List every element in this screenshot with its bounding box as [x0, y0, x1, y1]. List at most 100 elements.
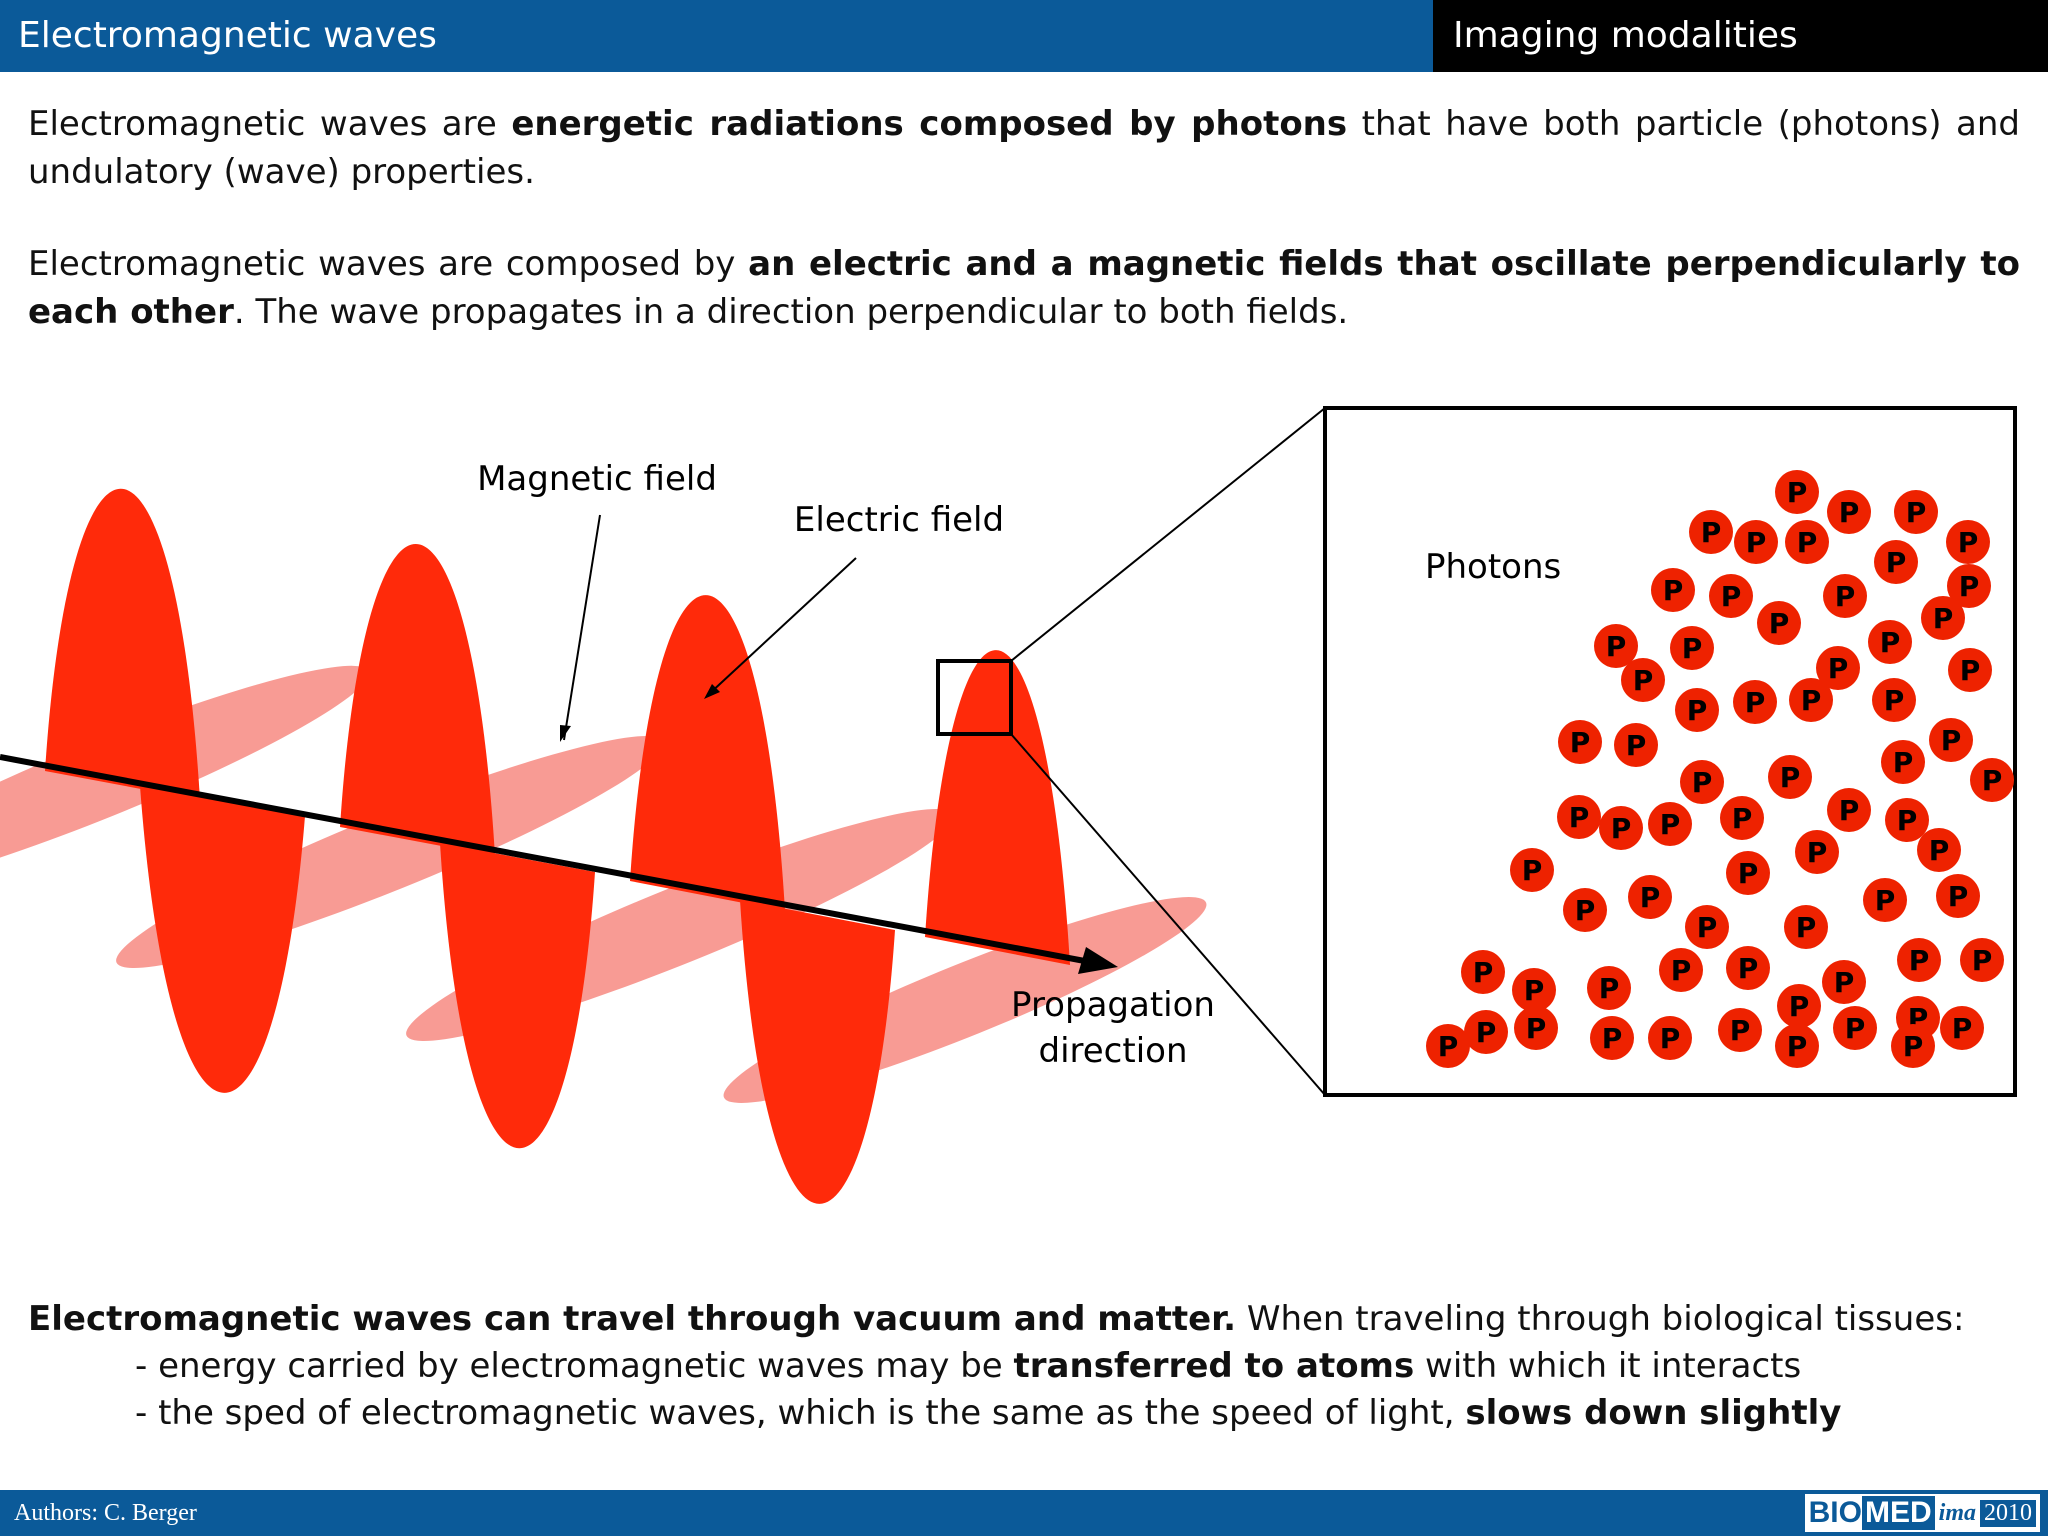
photon-letter: P — [1906, 496, 1927, 529]
photon-letter: P — [1692, 766, 1713, 799]
photon-dot — [1599, 806, 1643, 850]
photon-letter: P — [1845, 1012, 1866, 1045]
bullet-text: - energy carried by electromagnetic wave… — [135, 1346, 1014, 1386]
photon: P — [1464, 1010, 1508, 1054]
photon: P — [1557, 795, 1601, 839]
photon-letter: P — [1801, 684, 1822, 717]
photon: P — [1599, 806, 1643, 850]
logo-ima: ima — [1938, 1499, 1976, 1526]
photon-letter: P — [1796, 911, 1817, 944]
photon-dot — [1894, 490, 1938, 534]
photon-dot — [1587, 966, 1631, 1010]
photon: P — [1936, 874, 1980, 918]
photon-letter: P — [1769, 607, 1790, 640]
photon-dot — [1648, 1016, 1692, 1060]
photon-dot — [1659, 948, 1703, 992]
photon-dot — [1823, 574, 1867, 618]
photon-dot — [1921, 596, 1965, 640]
photon-dot — [1558, 720, 1602, 764]
photon-dot — [1426, 1024, 1470, 1068]
photon-dot — [1670, 626, 1714, 670]
photon: P — [1897, 938, 1941, 982]
photon: P — [1816, 646, 1860, 690]
photon-letter: P — [1611, 812, 1632, 845]
photon: P — [1784, 905, 1828, 949]
photon-dot — [1685, 905, 1729, 949]
bullet-emphasis: transferred to atoms — [1013, 1346, 1415, 1386]
intro-emphasis: energetic radiations composed by photons — [511, 104, 1348, 144]
photon-letter: P — [1835, 580, 1856, 613]
photon: P — [1685, 905, 1729, 949]
photon-letter: P — [1893, 746, 1914, 779]
photon-letter: P — [1732, 802, 1753, 835]
photon-letter: P — [1903, 1030, 1924, 1063]
photon-dot — [1768, 755, 1812, 799]
electric-field-wave — [45, 488, 1070, 1204]
photon-dot — [1868, 620, 1912, 664]
footer-authors: Authors: C. Berger — [14, 1500, 197, 1526]
bottom-summary: Electromagnetic waves can travel through… — [28, 1295, 1964, 1343]
photon: P — [1461, 950, 1505, 994]
intro-text: . The wave propagates in a direction per… — [233, 292, 1349, 332]
propagation-arrowhead — [1078, 947, 1118, 974]
photon-dot — [1789, 678, 1833, 722]
bullet-text: - the sped of electromagnetic waves, whi… — [135, 1393, 1466, 1433]
section-title: Imaging modalities — [1453, 15, 1798, 56]
photon-letter: P — [1738, 952, 1759, 985]
photon-dot — [1757, 601, 1801, 645]
photon-dot — [1777, 984, 1821, 1028]
photon-letter: P — [1738, 857, 1759, 890]
em-wave-diagram: Magnetic field Electric field Propagatio… — [0, 406, 2017, 1204]
logo-year: 2010 — [1980, 1499, 2036, 1527]
photon-dot — [1689, 510, 1733, 554]
photon-letter: P — [1909, 944, 1930, 977]
photon-letter: P — [1880, 626, 1901, 659]
photon: P — [1917, 828, 1961, 872]
photon-letter: P — [1787, 1030, 1808, 1063]
photon: P — [1670, 626, 1714, 670]
photon-letter: P — [1570, 726, 1591, 759]
photon-dot — [1885, 798, 1929, 842]
photon-letter: P — [1721, 580, 1742, 613]
photon-letter: P — [1834, 966, 1855, 999]
photon-letter: P — [1972, 944, 1993, 977]
photon-dot — [1784, 905, 1828, 949]
photon-dot — [1557, 795, 1601, 839]
photon-dot — [1590, 1016, 1634, 1060]
propagation-axis — [0, 754, 1091, 965]
slide-title: Electromagnetic waves — [18, 15, 437, 56]
photon-letter: P — [1789, 990, 1810, 1023]
photon: P — [1947, 564, 1991, 608]
photon-dot — [1512, 968, 1556, 1012]
magnetic-pointer-head — [560, 725, 571, 742]
photon: P — [1718, 1008, 1762, 1052]
bullet-energy-transfer: - energy carried by electromagnetic wave… — [135, 1342, 1801, 1390]
photon-dot — [1514, 1006, 1558, 1050]
zoom-connector-top — [1010, 407, 1326, 662]
photon-dot — [1709, 574, 1753, 618]
magnetic-pointer — [563, 514, 601, 741]
photon: P — [1512, 968, 1556, 1012]
photon: P — [1594, 624, 1638, 668]
photon-letter: P — [1606, 630, 1627, 663]
propagation-label-line1: Propagation — [1011, 985, 1215, 1025]
photon: P — [1563, 888, 1607, 932]
photon-letter: P — [1697, 911, 1718, 944]
magnetic-field-label: Magnetic field — [477, 459, 717, 499]
biomed-logo: BIO MED ima 2010 — [1804, 1494, 2040, 1532]
photon-letter: P — [1787, 476, 1808, 509]
photon: P — [1659, 948, 1703, 992]
photon-letter: P — [1524, 974, 1545, 1007]
electric-field-label: Electric field — [794, 500, 1004, 540]
photon-dot — [1960, 938, 2004, 982]
photon-letter: P — [1745, 686, 1766, 719]
photon-letter: P — [1660, 1022, 1681, 1055]
photon: P — [1785, 520, 1829, 564]
photon-letter: P — [1948, 880, 1969, 913]
photon-dot — [1675, 688, 1719, 732]
bullet-speed: - the sped of electromagnetic waves, whi… — [135, 1389, 1841, 1437]
photon-dot — [1863, 878, 1907, 922]
photon-dot — [1822, 960, 1866, 1004]
logo-med: MED — [1861, 1496, 1935, 1530]
